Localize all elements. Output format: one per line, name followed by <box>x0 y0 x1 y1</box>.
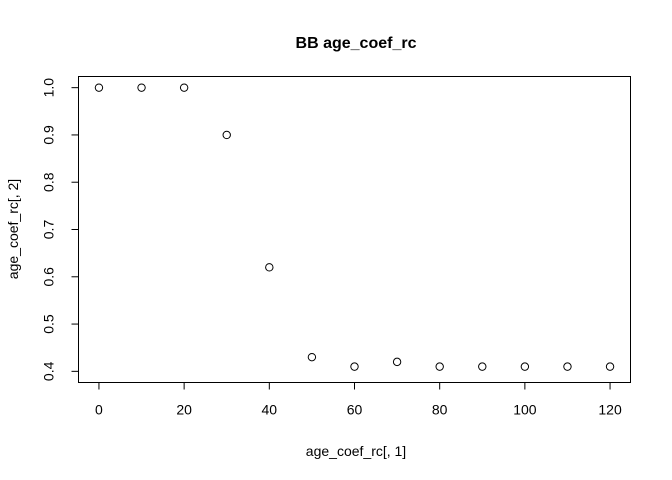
y-axis: 0.4 0.5 0.6 0.7 0.8 0.9 1.0 <box>41 78 79 381</box>
data-point <box>520 362 530 371</box>
x-axis-label: age_coef_rc[, 1] <box>306 443 406 459</box>
x-tick-label: 100 <box>513 402 537 418</box>
y-tick-label: 1.0 <box>41 78 57 98</box>
y-axis-label: age_coef_rc[, 2] <box>5 179 21 279</box>
data-points <box>94 83 615 371</box>
x-axis: 0 20 40 60 80 100 120 <box>95 382 622 418</box>
data-point <box>350 362 359 371</box>
y-tick-label: 0.4 <box>41 361 57 381</box>
data-point <box>94 83 104 92</box>
y-tick-label: 0.9 <box>41 125 57 145</box>
plot-frame <box>78 76 631 383</box>
x-tick-label: 0 <box>95 402 103 418</box>
data-point <box>179 83 189 92</box>
data-point <box>605 362 615 371</box>
data-point <box>478 362 487 371</box>
y-tick-label: 0.6 <box>41 267 57 287</box>
x-tick-label: 80 <box>432 402 448 418</box>
x-tick-label: 60 <box>347 402 363 418</box>
x-tick-label: 20 <box>176 402 192 418</box>
data-point <box>563 362 572 371</box>
y-tick-label: 0.7 <box>41 220 57 240</box>
x-tick-label: 40 <box>262 402 278 418</box>
data-point <box>392 357 402 367</box>
data-point <box>137 83 146 92</box>
y-tick-label: 0.5 <box>41 314 57 334</box>
x-tick-label: 120 <box>598 402 622 418</box>
data-point <box>435 362 444 371</box>
data-point <box>307 352 317 362</box>
data-point <box>265 263 274 272</box>
chart-title: BB age_coef_rc <box>296 35 417 52</box>
y-tick-label: 0.8 <box>41 172 57 192</box>
data-point <box>222 130 231 140</box>
